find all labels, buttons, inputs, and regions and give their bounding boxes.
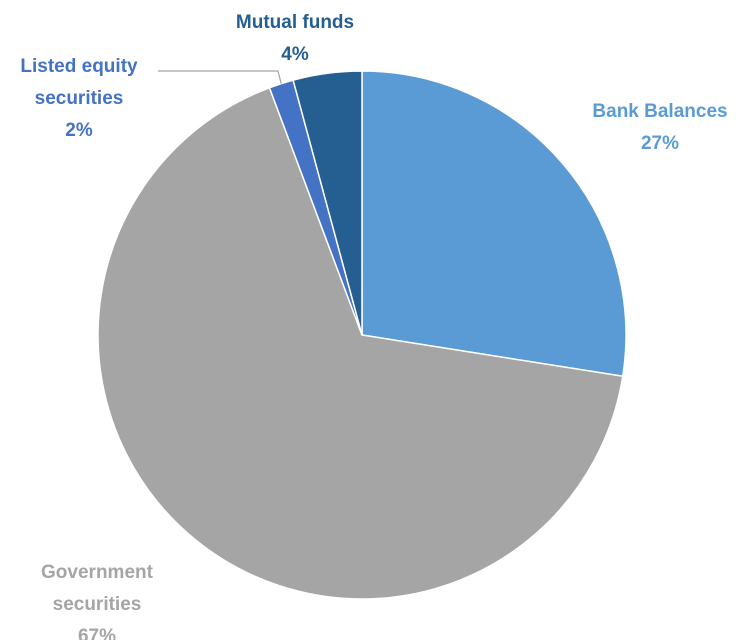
pie-slices: [97, 70, 627, 600]
data-label-mutual-funds: Mutual funds 4%: [236, 12, 354, 65]
slice-mutual-funds: [292, 70, 363, 336]
slice-government-securities: [97, 86, 624, 600]
data-label-bank-balances: Bank Balances 27%: [592, 101, 727, 154]
slice-bank-balances: [361, 70, 627, 378]
leader-lines: [158, 70, 282, 84]
data-labels: Bank Balances 27% Government securities 67% L…: [20, 12, 727, 640]
data-label-listed-equity-securities: Listed equity securities 2%: [20, 56, 138, 141]
leader-line-listed-equity-securities: [158, 70, 282, 84]
data-label-government-securities: Government securities 67%: [41, 562, 154, 640]
